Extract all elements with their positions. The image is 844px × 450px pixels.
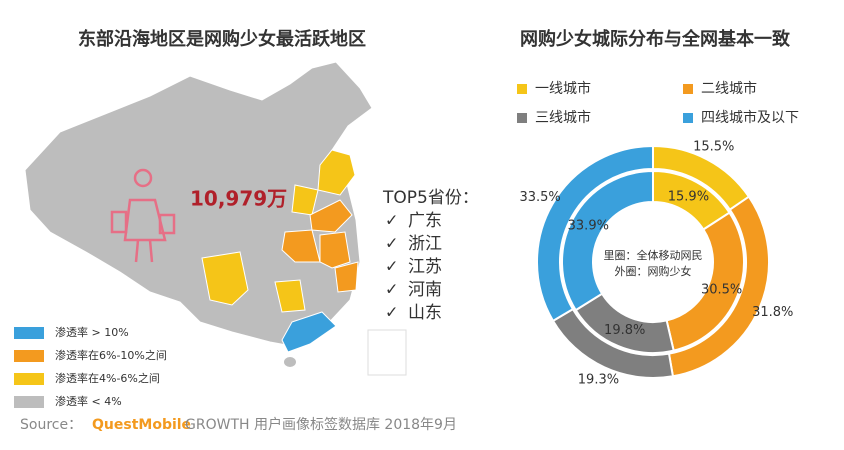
legend-label: 三线城市 — [535, 109, 591, 126]
region-yellow — [274, 279, 306, 313]
legend-swatch — [14, 396, 44, 408]
value-label: 30.5% — [701, 282, 742, 297]
center-label: 外圈：网购少女 — [615, 264, 692, 278]
region-blue — [281, 311, 337, 353]
check-mark: ✓ — [385, 211, 398, 230]
check-mark: ✓ — [385, 280, 398, 299]
value-label: 33.5% — [519, 190, 560, 205]
legend-swatch — [517, 113, 527, 123]
map: 10,979万 TOP5省份： ✓ 广东 ✓ 浙江 ✓ 江苏 ✓ 河南 ✓ 山东 渗透率 > 10… — [14, 61, 479, 408]
region-orange — [309, 199, 353, 233]
legend-swatch — [14, 350, 44, 362]
value-label: 15.5% — [693, 140, 734, 155]
person-icon — [110, 168, 176, 263]
legend-label: 一线城市 — [535, 80, 591, 97]
top5-list: ✓ 广东 ✓ 浙江 ✓ 江苏 ✓ 河南 ✓ 山东 — [385, 211, 442, 324]
province: 广东 — [408, 211, 442, 231]
legend-label: 渗透率 < 4% — [55, 394, 122, 408]
legend-label: 渗透率 > 10% — [55, 325, 129, 339]
island — [284, 357, 296, 367]
legend-swatch — [683, 84, 693, 94]
value-label: 19.3% — [578, 372, 619, 387]
inset-box — [367, 329, 407, 376]
donut-segment — [536, 144, 654, 323]
center-label: 里圈：全体移动网民 — [604, 248, 703, 262]
province: 山东 — [408, 303, 442, 323]
region-orange — [319, 231, 351, 269]
check-mark: ✓ — [385, 303, 398, 322]
source-text: GROWTH 用户画像标签数据库 2018年9月 — [185, 416, 457, 433]
check-mark: ✓ — [385, 234, 398, 253]
legend-swatch — [683, 113, 693, 123]
legend-label: 四线城市及以下 — [701, 109, 799, 126]
region-yellow — [201, 251, 249, 306]
source-label: Source： — [20, 417, 82, 433]
province: 河南 — [408, 280, 442, 300]
chart-title: 网购少女城际分布与全网基本一致 — [520, 28, 791, 50]
donut-segment — [561, 169, 654, 312]
check-mark: ✓ — [385, 257, 398, 276]
province: 江苏 — [408, 257, 442, 277]
value-label: 33.9% — [568, 219, 609, 234]
value-label: 15.9% — [668, 190, 709, 205]
total-label: 10,979万 — [190, 187, 287, 211]
legend-label: 渗透率在4%-6%之间 — [55, 371, 160, 385]
map-title: 东部沿海地区是网购少女最活跃地区 — [78, 28, 366, 50]
top5-title: TOP5省份： — [382, 188, 479, 208]
legend-swatch — [517, 84, 527, 94]
legend-label: 渗透率在6%-10%之间 — [55, 348, 167, 362]
region-orange — [334, 261, 359, 293]
region-orange — [281, 229, 321, 263]
value-label: 31.8% — [752, 305, 793, 320]
value-label: 19.8% — [604, 323, 645, 338]
legend-label: 二线城市 — [701, 80, 757, 97]
legend-swatch — [14, 373, 44, 385]
source-brand: QuestMobile — [92, 417, 191, 433]
legend-swatch — [14, 327, 44, 339]
province: 浙江 — [408, 234, 442, 254]
